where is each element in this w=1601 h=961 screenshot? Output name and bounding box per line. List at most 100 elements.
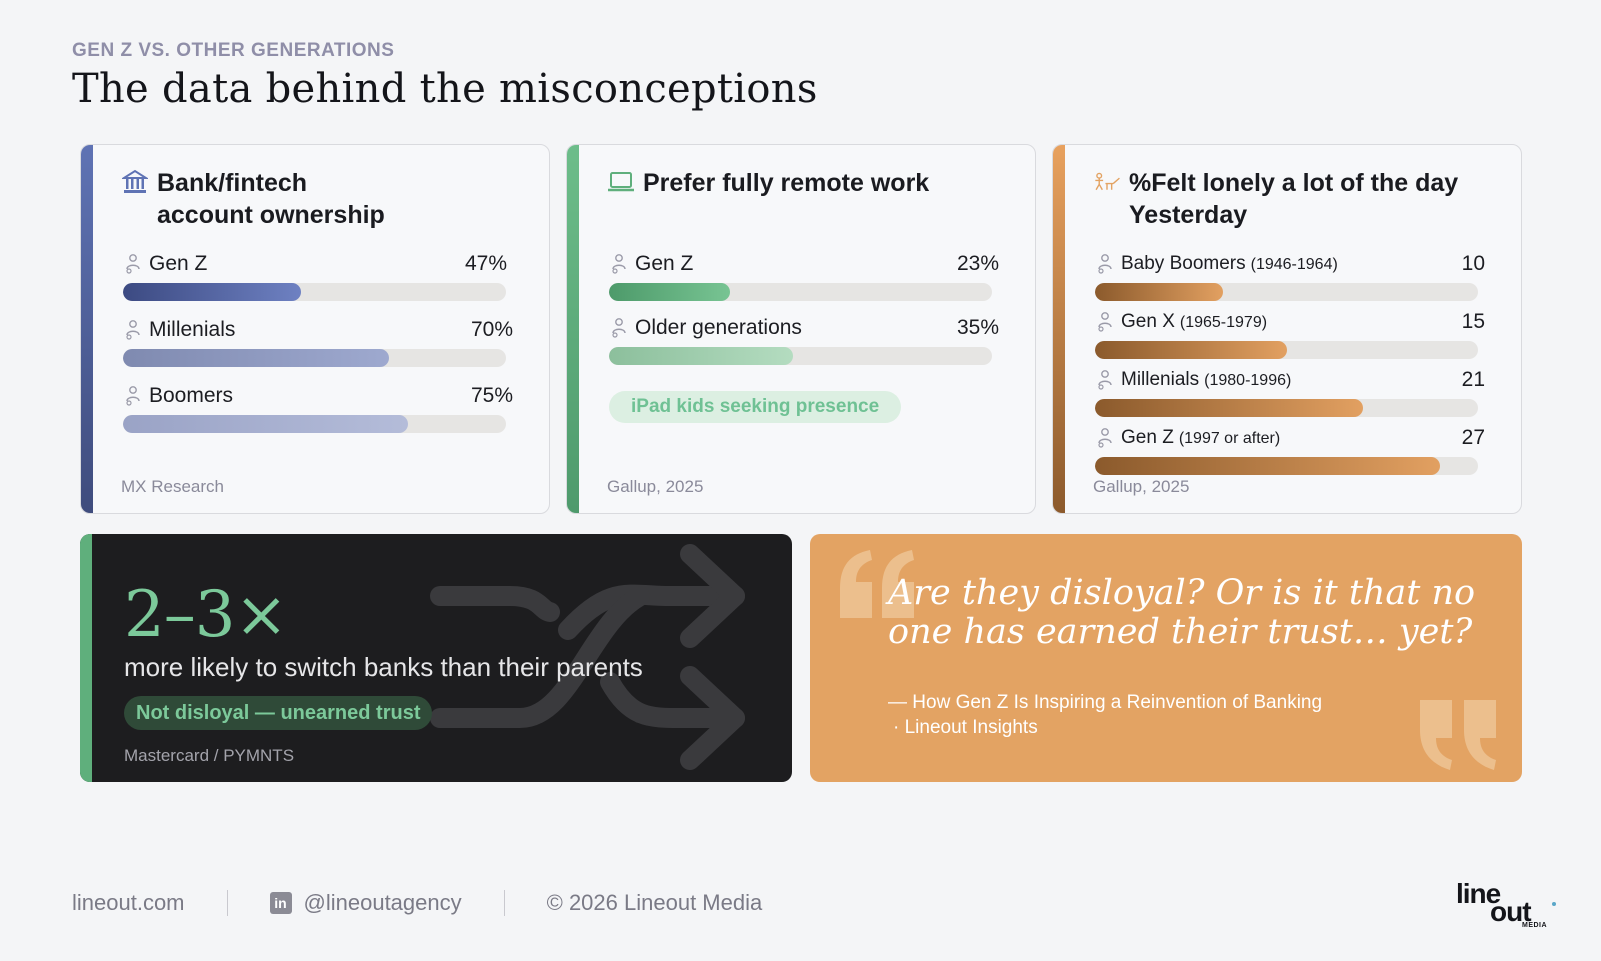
website-link[interactable]: lineout.com (72, 890, 185, 915)
title-line: Yesterday (1129, 201, 1248, 229)
value-label: 27 (1461, 426, 1485, 449)
bar-label-row: Baby Boomers (1946-1964) 10 (1095, 251, 1485, 277)
shuffle-arrows-icon (430, 544, 745, 770)
attribution-line: — How Gen Z Is Inspiring a Reinvention o… (888, 692, 1323, 713)
bar (123, 415, 408, 433)
bar-track (1095, 457, 1478, 475)
close-quote-icon (1420, 700, 1496, 770)
value-label: 47% (464, 252, 507, 275)
bar (1095, 399, 1363, 417)
lineout-logo: line out MEDIA (1456, 878, 1556, 930)
category-years: (1997 or after) (1178, 430, 1281, 447)
stat-value: 2–3× (124, 578, 288, 652)
laptop-icon (607, 167, 635, 197)
bar-track (609, 347, 992, 365)
attribution-line: · Lineout Insights (893, 717, 1038, 738)
category-years: (1980-1996) (1204, 372, 1292, 389)
logo-text: MEDIA (1522, 922, 1548, 929)
bar-label-row: Gen X (1965-1979) 15 (1095, 309, 1485, 335)
bar (123, 349, 389, 367)
person-icon (1095, 369, 1117, 391)
linkedin-icon: in (269, 892, 292, 914)
stat-pill: Not disloyal — unearned trust (124, 696, 433, 730)
bar-row: Gen Z 23% (609, 251, 999, 301)
annotation-pill: iPad kids seeking presence (609, 391, 902, 423)
person-icon (1095, 253, 1117, 275)
quote-text: Are they disloyal? Or is it that no one … (888, 573, 1476, 652)
bar-track (1095, 341, 1478, 359)
bar-label-row: Millenials 70% (123, 317, 513, 343)
category-label: Millenials (1980-1996) (1121, 369, 1292, 390)
title-line: %Felt lonely a lot of the day (1129, 169, 1459, 197)
bar (1095, 341, 1287, 359)
source-label: Gallup, 2025 (607, 477, 704, 496)
card-title: Bank/fintech account ownership (121, 167, 385, 231)
bar-row: Baby Boomers (1946-1964) 10 (1095, 251, 1485, 301)
person-icon (123, 319, 145, 341)
category-label: Gen Z (149, 252, 208, 275)
divider (503, 890, 505, 916)
bar-track (609, 283, 992, 301)
footer: lineout.com in @lineoutagency © 2026 Lin… (72, 888, 762, 918)
source-label: Mastercard / PYMNTS (124, 746, 295, 765)
bar-row: Gen Z (1997 or after) 27 (1095, 425, 1485, 475)
bar-row: Gen Z 47% (123, 251, 513, 301)
card-title: Prefer fully remote work (607, 167, 929, 199)
bar (609, 283, 730, 301)
quote-attribution: — How Gen Z Is Inspiring a Reinvention o… (888, 690, 1322, 740)
copyright: © 2026 Lineout Media (546, 890, 763, 915)
divider (226, 890, 228, 916)
card-title: %Felt lonely a lot of the day Yesterday (1093, 167, 1458, 231)
bar-label-row: Gen Z 47% (123, 251, 513, 277)
person-icon (1095, 427, 1117, 449)
value-label: 70% (470, 318, 513, 341)
category-years: (1965-1979) (1179, 314, 1268, 331)
bank-icon (121, 167, 149, 197)
bar-track (123, 415, 506, 433)
bar-row: Gen X (1965-1979) 15 (1095, 309, 1485, 359)
stat-description: more likely to switch banks than their p… (124, 652, 643, 682)
person-icon (1095, 311, 1117, 333)
title-line: Bank/fintech (157, 169, 308, 197)
source-label: MX Research (121, 477, 224, 496)
bar-row: Millenials (1980-1996) 21 (1095, 367, 1485, 417)
bar-label-row: Gen Z 23% (609, 251, 999, 277)
title-line: account ownership (157, 201, 385, 229)
bar-label-row: Gen Z (1997 or after) 27 (1095, 425, 1485, 451)
bar (123, 283, 301, 301)
value-label: 21 (1461, 368, 1485, 391)
loneliness-card: %Felt lonely a lot of the day Yesterday G… (1052, 144, 1522, 514)
open-quote-icon (840, 550, 914, 618)
logo-dot (1552, 902, 1556, 906)
value-label: 15 (1461, 310, 1485, 333)
bar-track (1095, 399, 1478, 417)
logo-text: out (1490, 896, 1532, 927)
value-label: 10 (1461, 252, 1485, 275)
bar-label-row: Older generations 35% (609, 315, 999, 341)
bar (609, 347, 793, 365)
person-icon (123, 385, 145, 407)
bar-track (1095, 283, 1478, 301)
bar-label-row: Millenials (1980-1996) 21 (1095, 367, 1485, 393)
category-label: Millenials (149, 318, 236, 341)
category-label: Older generations (635, 316, 802, 339)
page-title: The data behind the misconceptions (72, 66, 818, 112)
bar-track (123, 349, 506, 367)
bar-row: Older generations 35% (609, 315, 999, 365)
category-label: Gen Z (1997 or after) (1121, 427, 1281, 448)
bar (1095, 283, 1223, 301)
category-years: (1946-1964) (1250, 256, 1338, 273)
category-label: Boomers (149, 384, 234, 407)
category-label: Gen Z (635, 252, 694, 275)
bank-ownership-card: Bank/fintech account ownership MX Researc… (80, 144, 550, 514)
value-label: 35% (956, 316, 999, 339)
person-icon (609, 253, 631, 275)
quote-card: Are they disloyal? Or is it that no one … (810, 534, 1522, 782)
person-icon (609, 317, 631, 339)
eyebrow: GEN Z VS. OTHER GENERATIONS (72, 40, 395, 61)
bar-track (123, 283, 506, 301)
bar-label-row: Boomers 75% (123, 383, 513, 409)
linkedin-handle-link[interactable]: @lineoutagency (303, 890, 462, 915)
bank-switching-stat-card: 2–3× more likely to switch banks than th… (80, 534, 792, 782)
value-label: 23% (956, 252, 999, 275)
